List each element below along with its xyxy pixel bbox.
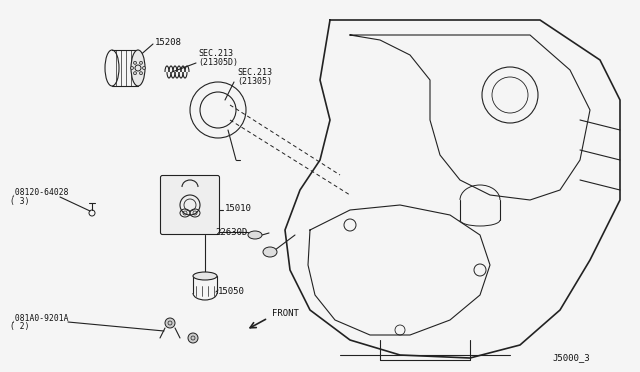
Text: 15010: 15010 [225,203,252,212]
Text: (21305D): (21305D) [198,58,238,67]
Circle shape [188,333,198,343]
FancyBboxPatch shape [161,176,220,234]
Circle shape [143,67,145,70]
Text: (21305): (21305) [237,77,272,86]
Circle shape [131,67,134,70]
Circle shape [165,318,175,328]
Text: 15208: 15208 [155,38,182,46]
Ellipse shape [193,272,217,280]
Text: FRONT: FRONT [272,308,299,317]
Ellipse shape [263,247,277,257]
Text: SEC.213: SEC.213 [198,48,233,58]
Text: ¸08120-64028: ¸08120-64028 [10,187,68,196]
Ellipse shape [248,231,262,239]
Circle shape [140,61,143,64]
Text: ( 3): ( 3) [10,196,29,205]
Text: 22630D: 22630D [215,228,247,237]
Text: J5000_3: J5000_3 [552,353,590,362]
Text: ( 2): ( 2) [10,323,29,331]
Text: SEC.213: SEC.213 [237,67,272,77]
Circle shape [134,72,136,75]
Circle shape [140,72,143,75]
Circle shape [134,61,136,64]
Text: ¸081A0-9201A: ¸081A0-9201A [10,314,68,323]
Ellipse shape [131,50,145,86]
Text: 15050: 15050 [218,288,245,296]
